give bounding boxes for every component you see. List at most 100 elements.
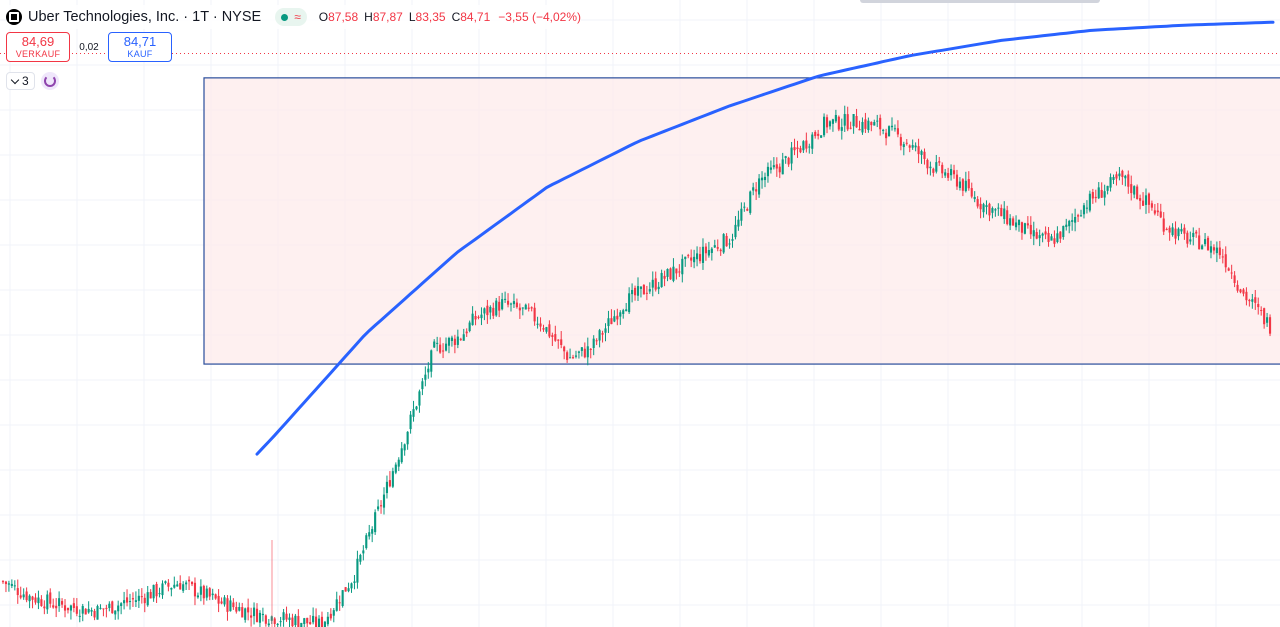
refresh-icon[interactable] [40, 72, 59, 90]
symbol-title[interactable]: Uber Technologies, Inc. · 1T · NYSE [28, 9, 262, 25]
candle-up [211, 593, 214, 596]
candle-up [288, 617, 291, 620]
candle-up [196, 595, 199, 598]
candle-up [185, 582, 188, 585]
candle-down [796, 147, 799, 150]
candle-up [1124, 175, 1127, 179]
candle-up [521, 307, 524, 309]
candle-down [941, 164, 944, 174]
candle-up [867, 120, 870, 131]
exchange-logo-icon [6, 9, 22, 25]
candle-down [970, 188, 973, 197]
candle-down [49, 592, 52, 604]
candle-down [961, 179, 964, 191]
candle-up [1088, 193, 1091, 211]
candle-up [229, 600, 232, 612]
price-change: −3,55 (−4,02%) [498, 10, 582, 24]
candle-down [1198, 235, 1201, 250]
candle-up [1180, 229, 1183, 232]
candle-up [882, 129, 885, 131]
candle-up [639, 286, 643, 289]
candle-up [78, 615, 81, 617]
high-label: H [364, 10, 373, 24]
candle-down [533, 307, 536, 322]
candle-down [1006, 210, 1009, 225]
candle-down [1077, 215, 1080, 217]
candle-down [1053, 238, 1056, 244]
candle-up [137, 595, 140, 601]
legend-header: Uber Technologies, Inc. · 1T · NYSE ≈ O8… [6, 5, 582, 29]
indicators-toggle-button[interactable]: 3 [6, 72, 35, 90]
candle-down [814, 132, 817, 137]
candle-down [247, 607, 250, 613]
candle-up [802, 141, 805, 151]
candle-up [740, 208, 743, 221]
candle-up [873, 122, 876, 126]
candle-down [208, 588, 211, 597]
candle-down [855, 116, 858, 128]
candle-up [58, 598, 61, 607]
candle-down [896, 128, 899, 135]
candle-up [808, 146, 811, 148]
candle-up [1215, 247, 1218, 254]
candle-down [1183, 227, 1186, 234]
candle-up [394, 464, 397, 473]
candle-down [698, 254, 702, 262]
candle-down [1127, 174, 1130, 187]
candle-down [787, 157, 790, 165]
candle-down [1165, 228, 1168, 230]
candle-down [539, 323, 542, 327]
candle-up [861, 121, 864, 133]
candle-down [1257, 303, 1260, 308]
candle-up [427, 368, 430, 373]
candle-down [1035, 232, 1038, 239]
candle-up [99, 607, 102, 609]
candle-down [465, 331, 468, 334]
candle-down [4, 581, 8, 585]
candle-down [704, 246, 707, 254]
candle-up [397, 459, 400, 467]
market-status-badge[interactable]: ≈ [275, 8, 307, 26]
candle-down [72, 603, 75, 609]
indicator-count: 3 [22, 74, 29, 88]
candle-down [1168, 227, 1171, 233]
candle-down [527, 307, 530, 309]
candle-down [102, 608, 105, 610]
candle-down [1147, 193, 1151, 205]
candle-down [1162, 218, 1165, 232]
candle-up [622, 310, 625, 315]
candle-up [1103, 191, 1106, 198]
candle-up [400, 448, 403, 463]
candle-up [335, 599, 338, 611]
candle-up [625, 309, 628, 312]
candle-down [837, 116, 840, 130]
candle-up [769, 167, 772, 170]
candle-down [645, 292, 648, 294]
candle-down [506, 300, 510, 305]
low-value: 83,35 [415, 10, 446, 24]
candle-down [1242, 289, 1245, 294]
candle-down [799, 148, 802, 153]
candle-up [1204, 239, 1207, 245]
candle-down [264, 615, 267, 624]
candle-up [46, 594, 49, 610]
candle-up [1118, 173, 1121, 177]
candle-down [1020, 222, 1024, 233]
candle-down [719, 249, 722, 252]
candle-down [486, 305, 489, 316]
candle-up [991, 208, 994, 213]
candle-up [10, 583, 13, 586]
candle-down [179, 583, 182, 590]
candle-up [545, 327, 548, 332]
candle-up [1201, 245, 1204, 250]
sell-button[interactable]: 84,69 VERKAUF [6, 32, 70, 62]
candle-down [273, 618, 276, 624]
chevron-down-icon [10, 75, 20, 84]
buy-button[interactable]: 84,71 KAUF [108, 32, 172, 62]
candle-up [152, 584, 155, 599]
candle-down [870, 121, 873, 126]
candle-up [173, 584, 176, 588]
spread-value: 0,02 [79, 41, 99, 53]
